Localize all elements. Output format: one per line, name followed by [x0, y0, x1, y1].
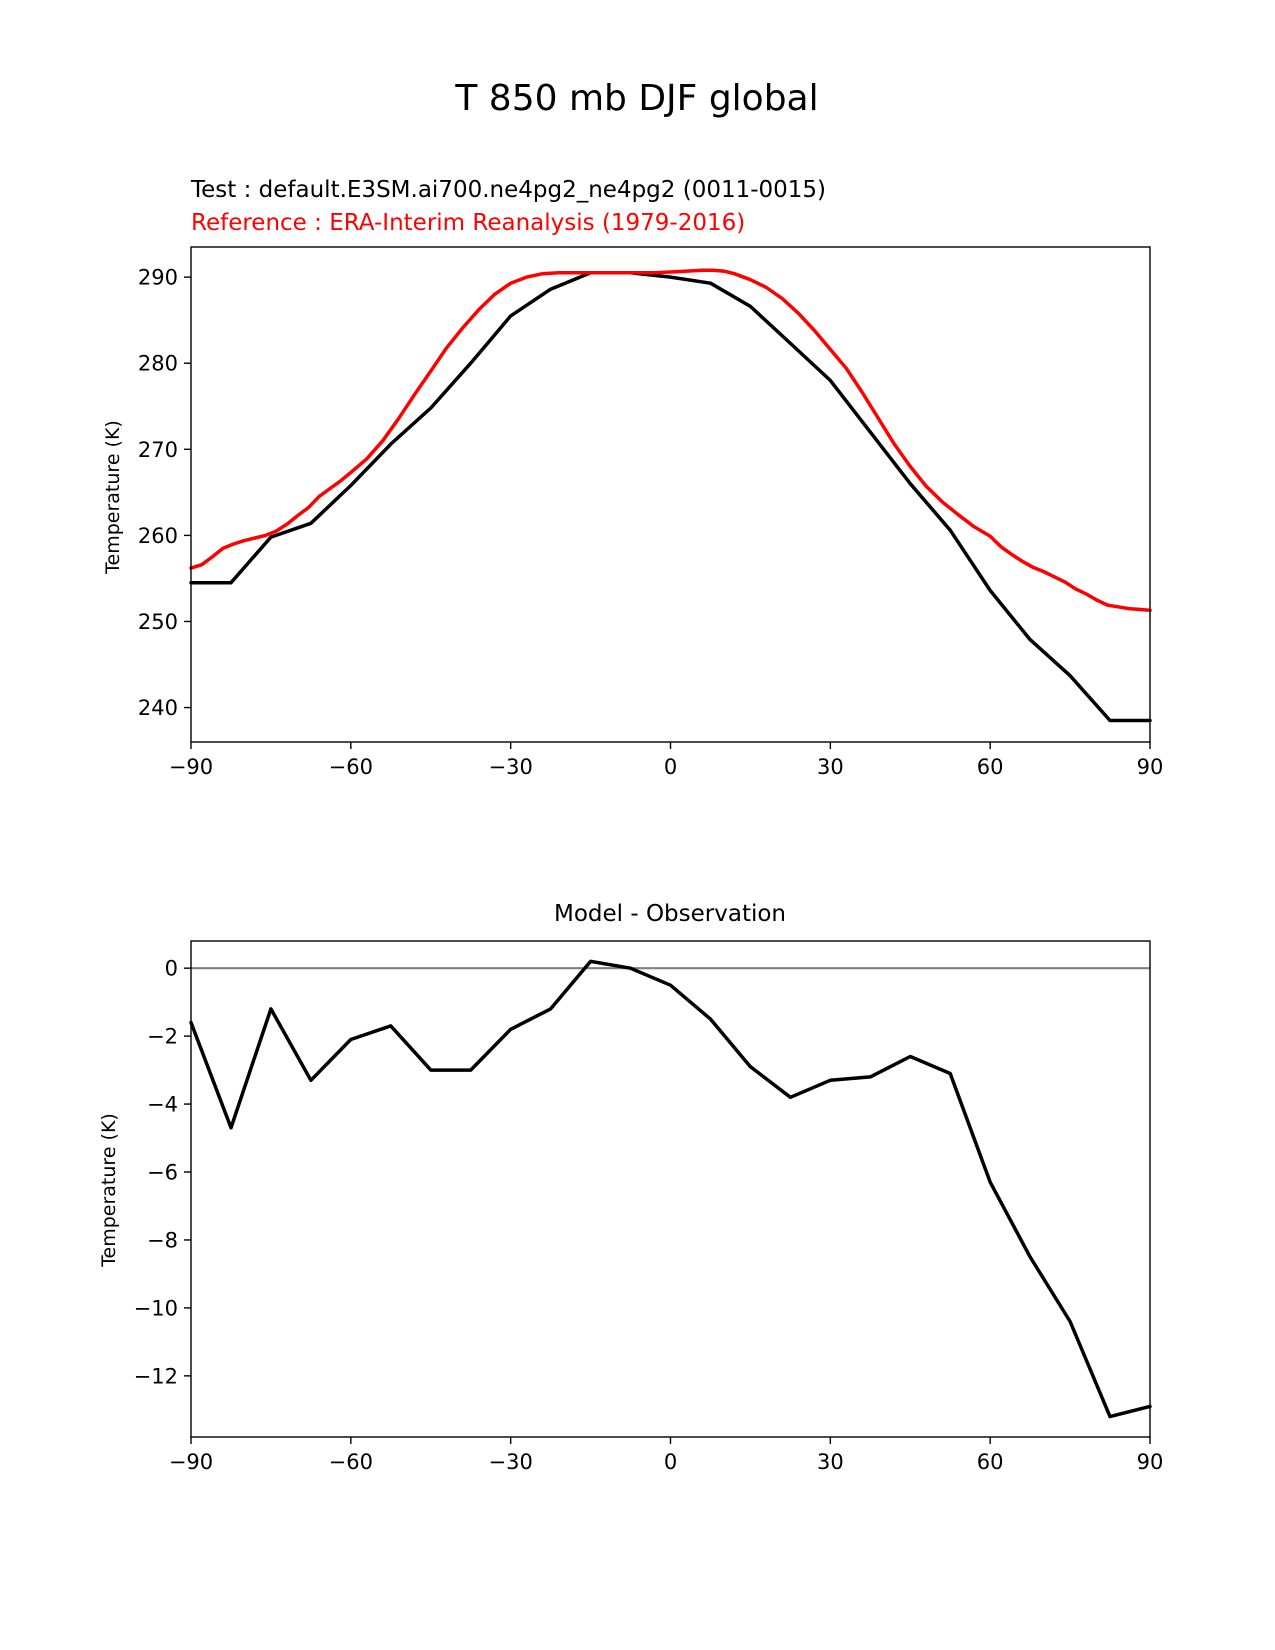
bottom-title: Model - Observation	[554, 901, 786, 927]
x-tick-label: −90	[169, 755, 213, 779]
y-tick-label: 250	[138, 610, 178, 634]
x-tick-label: 60	[977, 755, 1004, 779]
x-tick-label: 0	[664, 755, 677, 779]
bottom-panel: Model - Observation −90 −60 −30 0 30 60 90 0 −2 −…	[98, 901, 1163, 1474]
series-line-test	[189, 271, 1152, 723]
series-line-model-observation	[189, 959, 1152, 1419]
top-panel: Test : default.E3SM.ai700.ne4pg2_ne4pg2 …	[102, 177, 1163, 779]
test-subtitle: Test : default.E3SM.ai700.ne4pg2_ne4pg2 …	[190, 177, 826, 203]
y-tick-label: 260	[138, 524, 178, 548]
series-line-reference	[189, 268, 1152, 613]
x-tick-label: 90	[1137, 1450, 1164, 1474]
x-tick-label: −30	[489, 755, 533, 779]
y-tick-label: −8	[147, 1228, 178, 1252]
y-tick-label: 290	[138, 266, 178, 290]
x-tick-label: −90	[169, 1450, 213, 1474]
x-tick-label: −60	[329, 755, 373, 779]
x-tick-label: −30	[489, 1450, 533, 1474]
x-tick-label: 60	[977, 1450, 1004, 1474]
y-tick-label: 270	[138, 438, 178, 462]
y-tick-label: −12	[134, 1364, 178, 1388]
bottom-y-axis-label: Temperature (K)	[98, 1113, 120, 1268]
y-tick-label: −10	[134, 1296, 178, 1320]
y-tick-label: 0	[165, 957, 178, 981]
y-tick-label: −2	[147, 1025, 178, 1049]
top-y-axis-label: Temperature (K)	[102, 420, 124, 575]
x-tick-label: 30	[817, 1450, 844, 1474]
x-tick-label: −60	[329, 1450, 373, 1474]
reference-subtitle: Reference : ERA-Interim Reanalysis (1979…	[191, 210, 745, 236]
y-tick-label: 240	[138, 696, 178, 720]
y-tick-label: −4	[147, 1093, 178, 1117]
y-tick-label: 280	[138, 352, 178, 376]
x-tick-label: 90	[1137, 755, 1164, 779]
figure-title: T 850 mb DJF global	[454, 78, 818, 119]
axes-frame	[190, 940, 1151, 1438]
x-tick-label: 30	[817, 755, 844, 779]
axes-frame	[190, 246, 1151, 743]
y-tick-label: −6	[147, 1161, 178, 1185]
x-tick-label: 0	[664, 1450, 677, 1474]
